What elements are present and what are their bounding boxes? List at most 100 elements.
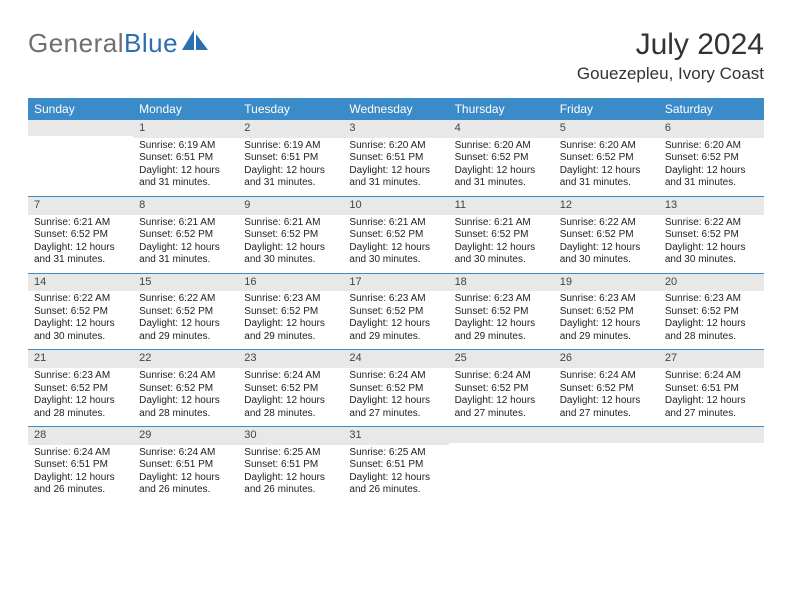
- sunset-text: Sunset: 6:52 PM: [455, 152, 548, 165]
- day-number: 11: [449, 197, 554, 215]
- cell-body: Sunrise: 6:23 AMSunset: 6:52 PMDaylight:…: [28, 368, 133, 426]
- sunrise-text: Sunrise: 6:21 AM: [34, 217, 127, 230]
- day-number: 19: [554, 274, 659, 292]
- sunrise-text: Sunrise: 6:22 AM: [665, 217, 758, 230]
- sunset-text: Sunset: 6:52 PM: [560, 383, 653, 396]
- logo-part2: Blue: [124, 28, 178, 58]
- day-header: Saturday: [659, 98, 764, 120]
- daylight-text: Daylight: 12 hours and 28 minutes.: [34, 395, 127, 420]
- calendar-cell: 6Sunrise: 6:20 AMSunset: 6:52 PMDaylight…: [659, 120, 764, 196]
- sunset-text: Sunset: 6:51 PM: [139, 459, 232, 472]
- day-number: 27: [659, 350, 764, 368]
- header-row: GeneralBlue July 2024 Gouezepleu, Ivory …: [28, 28, 764, 84]
- sunrise-text: Sunrise: 6:19 AM: [139, 140, 232, 153]
- cell-body: [659, 443, 764, 501]
- sunset-text: Sunset: 6:52 PM: [349, 229, 442, 242]
- cell-body: Sunrise: 6:24 AMSunset: 6:52 PMDaylight:…: [554, 368, 659, 426]
- daylight-text: Daylight: 12 hours and 30 minutes.: [665, 242, 758, 267]
- daylight-text: Daylight: 12 hours and 28 minutes.: [665, 318, 758, 343]
- daylight-text: Daylight: 12 hours and 27 minutes.: [455, 395, 548, 420]
- sunrise-text: Sunrise: 6:22 AM: [34, 293, 127, 306]
- daylight-text: Daylight: 12 hours and 29 minutes.: [455, 318, 548, 343]
- sunrise-text: Sunrise: 6:23 AM: [244, 293, 337, 306]
- sunset-text: Sunset: 6:52 PM: [244, 383, 337, 396]
- daylight-text: Daylight: 12 hours and 31 minutes.: [244, 165, 337, 190]
- daylight-text: Daylight: 12 hours and 30 minutes.: [34, 318, 127, 343]
- sunrise-text: Sunrise: 6:24 AM: [665, 370, 758, 383]
- sunrise-text: Sunrise: 6:20 AM: [560, 140, 653, 153]
- daylight-text: Daylight: 12 hours and 26 minutes.: [244, 472, 337, 497]
- calendar-week: 7Sunrise: 6:21 AMSunset: 6:52 PMDaylight…: [28, 197, 764, 273]
- daylight-text: Daylight: 12 hours and 31 minutes.: [139, 242, 232, 267]
- cell-body: Sunrise: 6:19 AMSunset: 6:51 PMDaylight:…: [133, 138, 238, 196]
- calendar-cell: 26Sunrise: 6:24 AMSunset: 6:52 PMDayligh…: [554, 350, 659, 426]
- calendar-cell: 27Sunrise: 6:24 AMSunset: 6:51 PMDayligh…: [659, 350, 764, 426]
- daylight-text: Daylight: 12 hours and 26 minutes.: [349, 472, 442, 497]
- calendar-cell: 25Sunrise: 6:24 AMSunset: 6:52 PMDayligh…: [449, 350, 554, 426]
- cell-body: Sunrise: 6:22 AMSunset: 6:52 PMDaylight:…: [659, 215, 764, 273]
- sunset-text: Sunset: 6:52 PM: [455, 229, 548, 242]
- calendar-week: 21Sunrise: 6:23 AMSunset: 6:52 PMDayligh…: [28, 350, 764, 426]
- calendar-cell: 15Sunrise: 6:22 AMSunset: 6:52 PMDayligh…: [133, 274, 238, 350]
- sunset-text: Sunset: 6:51 PM: [139, 152, 232, 165]
- cell-body: Sunrise: 6:24 AMSunset: 6:52 PMDaylight:…: [238, 368, 343, 426]
- sunrise-text: Sunrise: 6:20 AM: [665, 140, 758, 153]
- sunrise-text: Sunrise: 6:23 AM: [34, 370, 127, 383]
- sunset-text: Sunset: 6:52 PM: [139, 229, 232, 242]
- daylight-text: Daylight: 12 hours and 27 minutes.: [560, 395, 653, 420]
- day-number: 22: [133, 350, 238, 368]
- sunrise-text: Sunrise: 6:22 AM: [139, 293, 232, 306]
- day-number: 9: [238, 197, 343, 215]
- logo-text: GeneralBlue: [28, 28, 178, 59]
- cell-body: Sunrise: 6:22 AMSunset: 6:52 PMDaylight:…: [133, 291, 238, 349]
- calendar-cell: 11 Sunrise: 6:21 AMSunset: 6:52 PMDayligh…: [449, 197, 554, 273]
- calendar-cell: 10Sunrise: 6:21 AMSunset: 6:52 PMDayligh…: [343, 197, 448, 273]
- daylight-text: Daylight: 12 hours and 31 minutes.: [560, 165, 653, 190]
- cell-body: Sunrise: 6:23 AMSunset: 6:52 PMDaylight:…: [449, 291, 554, 349]
- sunset-text: Sunset: 6:52 PM: [455, 383, 548, 396]
- cell-body: Sunrise: 6:20 AMSunset: 6:51 PMDaylight:…: [343, 138, 448, 196]
- calendar-page: GeneralBlue July 2024 Gouezepleu, Ivory …: [0, 0, 792, 503]
- calendar-cell: 16Sunrise: 6:23 AMSunset: 6:52 PMDayligh…: [238, 274, 343, 350]
- calendar-week: 1Sunrise: 6:19 AMSunset: 6:51 PMDaylight…: [28, 120, 764, 196]
- sunset-text: Sunset: 6:52 PM: [34, 306, 127, 319]
- calendar-cell: 2Sunrise: 6:19 AMSunset: 6:51 PMDaylight…: [238, 120, 343, 196]
- sunrise-text: Sunrise: 6:24 AM: [349, 370, 442, 383]
- sunset-text: Sunset: 6:52 PM: [455, 306, 548, 319]
- cell-body: Sunrise: 6:21 AMSunset: 6:52 PMDaylight:…: [133, 215, 238, 273]
- location-label: Gouezepleu, Ivory Coast: [577, 64, 764, 84]
- sunrise-text: Sunrise: 6:23 AM: [665, 293, 758, 306]
- cell-body: Sunrise: 6:23 AMSunset: 6:52 PMDaylight:…: [659, 291, 764, 349]
- cell-body: Sunrise: 6:23 AMSunset: 6:52 PMDaylight:…: [343, 291, 448, 349]
- day-number: 26: [554, 350, 659, 368]
- calendar-cell: 5Sunrise: 6:20 AMSunset: 6:52 PMDaylight…: [554, 120, 659, 196]
- day-header: Thursday: [449, 98, 554, 120]
- sunrise-text: Sunrise: 6:21 AM: [349, 217, 442, 230]
- day-header: Tuesday: [238, 98, 343, 120]
- cell-body: Sunrise: 6:19 AMSunset: 6:51 PMDaylight:…: [238, 138, 343, 196]
- sunrise-text: Sunrise: 6:21 AM: [455, 217, 548, 230]
- daylight-text: Daylight: 12 hours and 31 minutes.: [139, 165, 232, 190]
- calendar-cell: [449, 427, 554, 503]
- sunset-text: Sunset: 6:51 PM: [349, 459, 442, 472]
- cell-body: [449, 443, 554, 501]
- cell-body: Sunrise: 6:24 AMSunset: 6:52 PMDaylight:…: [449, 368, 554, 426]
- sunrise-text: Sunrise: 6:23 AM: [349, 293, 442, 306]
- day-header: Monday: [133, 98, 238, 120]
- sunset-text: Sunset: 6:51 PM: [34, 459, 127, 472]
- sunset-text: Sunset: 6:52 PM: [34, 229, 127, 242]
- sunrise-text: Sunrise: 6:20 AM: [455, 140, 548, 153]
- calendar-cell: 22Sunrise: 6:24 AMSunset: 6:52 PMDayligh…: [133, 350, 238, 426]
- sunset-text: Sunset: 6:51 PM: [244, 152, 337, 165]
- sunset-text: Sunset: 6:52 PM: [665, 152, 758, 165]
- daylight-text: Daylight: 12 hours and 27 minutes.: [665, 395, 758, 420]
- cell-body: Sunrise: 6:25 AMSunset: 6:51 PMDaylight:…: [343, 445, 448, 503]
- calendar-body: 1Sunrise: 6:19 AMSunset: 6:51 PMDaylight…: [28, 120, 764, 503]
- day-header: Sunday: [28, 98, 133, 120]
- sunrise-text: Sunrise: 6:25 AM: [349, 447, 442, 460]
- sunrise-text: Sunrise: 6:19 AM: [244, 140, 337, 153]
- day-number: 23: [238, 350, 343, 368]
- calendar-cell: 18Sunrise: 6:23 AMSunset: 6:52 PMDayligh…: [449, 274, 554, 350]
- daylight-text: Daylight: 12 hours and 30 minutes.: [455, 242, 548, 267]
- daylight-text: Daylight: 12 hours and 31 minutes.: [665, 165, 758, 190]
